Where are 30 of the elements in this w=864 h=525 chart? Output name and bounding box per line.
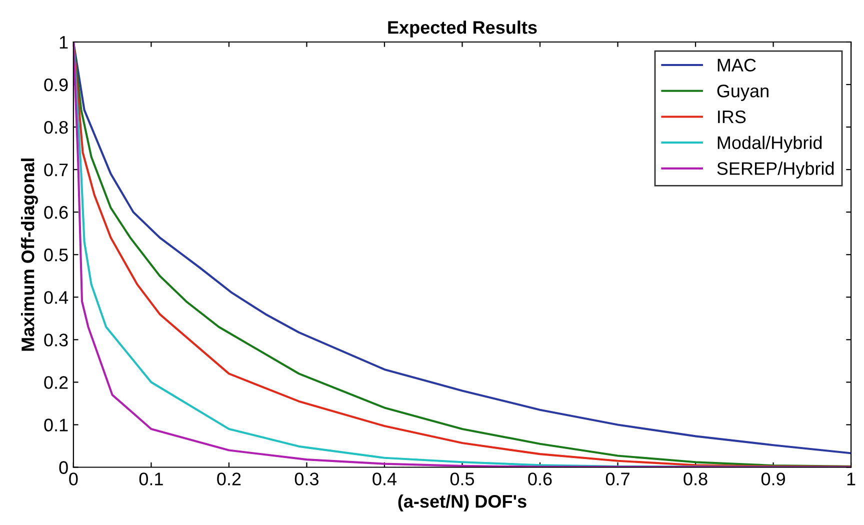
y-tick-label: 0.7 xyxy=(44,164,68,176)
x-tick-label: 0.3 xyxy=(294,472,318,486)
x-axis-title: (a-set/N) DOF's xyxy=(398,494,526,512)
legend-label: SEREP/Hybrid xyxy=(717,162,834,179)
x-tick-label: 0.5 xyxy=(450,472,474,486)
y-axis-title: Maximum Off-diagonal xyxy=(21,158,38,351)
y-tick-label: 0.9 xyxy=(44,78,68,92)
x-tick-label: 0.6 xyxy=(528,472,552,486)
x-tick-label: 0.9 xyxy=(761,472,785,486)
x-tick-label: 0.4 xyxy=(372,472,396,486)
legend-label: Guyan xyxy=(717,84,768,101)
x-tick-label: 0 xyxy=(69,472,78,486)
legend-label: MAC xyxy=(718,58,756,72)
y-tick-label: 0.6 xyxy=(44,206,68,219)
x-tick-label: 0.7 xyxy=(606,472,630,486)
x-tick-label: 0.1 xyxy=(139,472,163,486)
y-tick-label: 0.1 xyxy=(44,418,68,432)
y-tick-label: 0.2 xyxy=(44,376,68,389)
chart-title: Expected Results xyxy=(388,20,537,38)
x-tick-label: 1 xyxy=(847,472,856,486)
x-tick-label: 0.8 xyxy=(684,472,708,486)
y-tick-label: 1 xyxy=(60,36,68,49)
legend-label: Modal/Hybrid xyxy=(718,136,822,153)
y-tick-label: 0.4 xyxy=(44,291,68,304)
y-tick-label: 0 xyxy=(59,461,68,474)
legend-label: IRS xyxy=(718,110,746,124)
x-tick-label: 0.2 xyxy=(217,472,241,486)
y-tick-label: 0.8 xyxy=(44,120,68,134)
y-tick-label: 0.5 xyxy=(44,248,68,262)
y-tick-label: 0.3 xyxy=(44,334,68,346)
